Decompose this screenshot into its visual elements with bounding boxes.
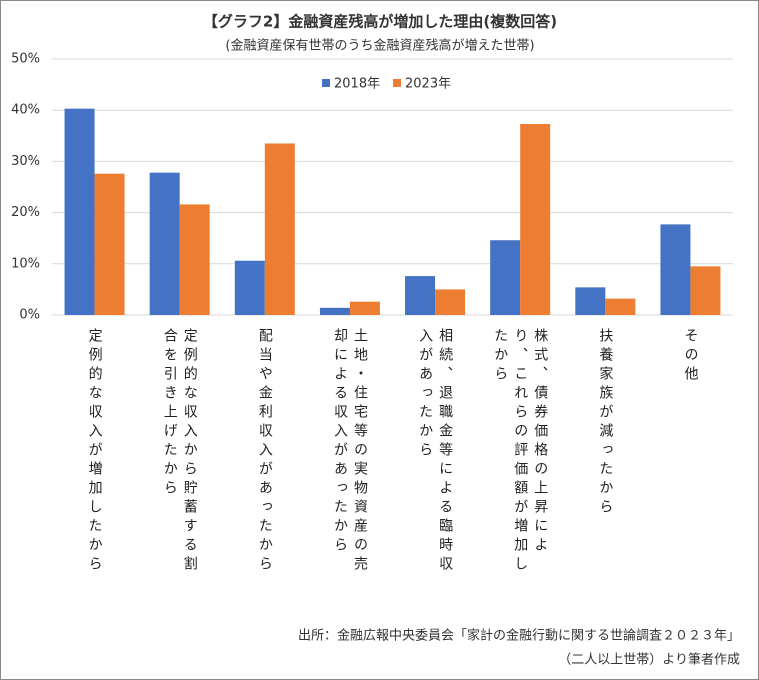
bar xyxy=(64,108,95,315)
x-tick-label: 定例的な収入から貯蓄する割合を引き上げたから xyxy=(161,328,198,575)
bar xyxy=(94,173,125,315)
source: （二人以上世帯）より筆者作成 xyxy=(558,653,740,668)
bar xyxy=(179,204,210,315)
bar xyxy=(234,260,265,315)
legend-swatch xyxy=(393,79,401,87)
source: 出所：金融広報中央委員会「家計の金融行動に関する世論調査２０２３年」 xyxy=(298,628,740,644)
bar xyxy=(690,266,721,315)
legend-swatch xyxy=(322,79,330,87)
bar xyxy=(575,287,606,315)
y-tick-label: 30% xyxy=(11,154,40,169)
bar xyxy=(319,307,350,315)
bar xyxy=(605,298,636,315)
bar xyxy=(490,240,521,315)
y-tick-label: 0% xyxy=(19,308,40,323)
x-tick-label: 株式、債券価格の上昇により、これらの評価額が増加したから xyxy=(492,328,549,575)
y-tick-label: 40% xyxy=(11,103,40,118)
chart-subtitle: (金融資産保有世帯のうち金融資産残高が増えた世帯) xyxy=(225,38,534,54)
bar xyxy=(405,276,436,315)
x-tick-label: 定例的な収入が増加したから xyxy=(86,328,103,575)
y-tick-label: 50% xyxy=(11,52,40,67)
legend-label: 2018年 xyxy=(334,77,380,92)
x-tick-label: 相続、退職金等による臨時収入があったから xyxy=(417,328,454,575)
x-tick-label: 土地・住宅等の実物資産の売却による収入があったから xyxy=(331,328,368,575)
x-tick-label: 扶養家族が減ったから xyxy=(597,328,614,518)
bar xyxy=(660,224,691,315)
bar xyxy=(520,124,551,315)
x-tick-label: その他 xyxy=(682,328,699,385)
bar xyxy=(349,301,380,315)
y-tick-label: 20% xyxy=(11,205,40,220)
bar xyxy=(149,172,180,315)
y-tick-label: 10% xyxy=(11,256,40,271)
x-tick-label: 配当や金利収入があったから xyxy=(256,328,273,575)
bar xyxy=(264,143,295,315)
bar xyxy=(435,289,466,315)
legend-label: 2023年 xyxy=(405,77,451,92)
chart-title: 【グラフ2】金融資産残高が増加した理由(複数回答) xyxy=(203,13,557,31)
